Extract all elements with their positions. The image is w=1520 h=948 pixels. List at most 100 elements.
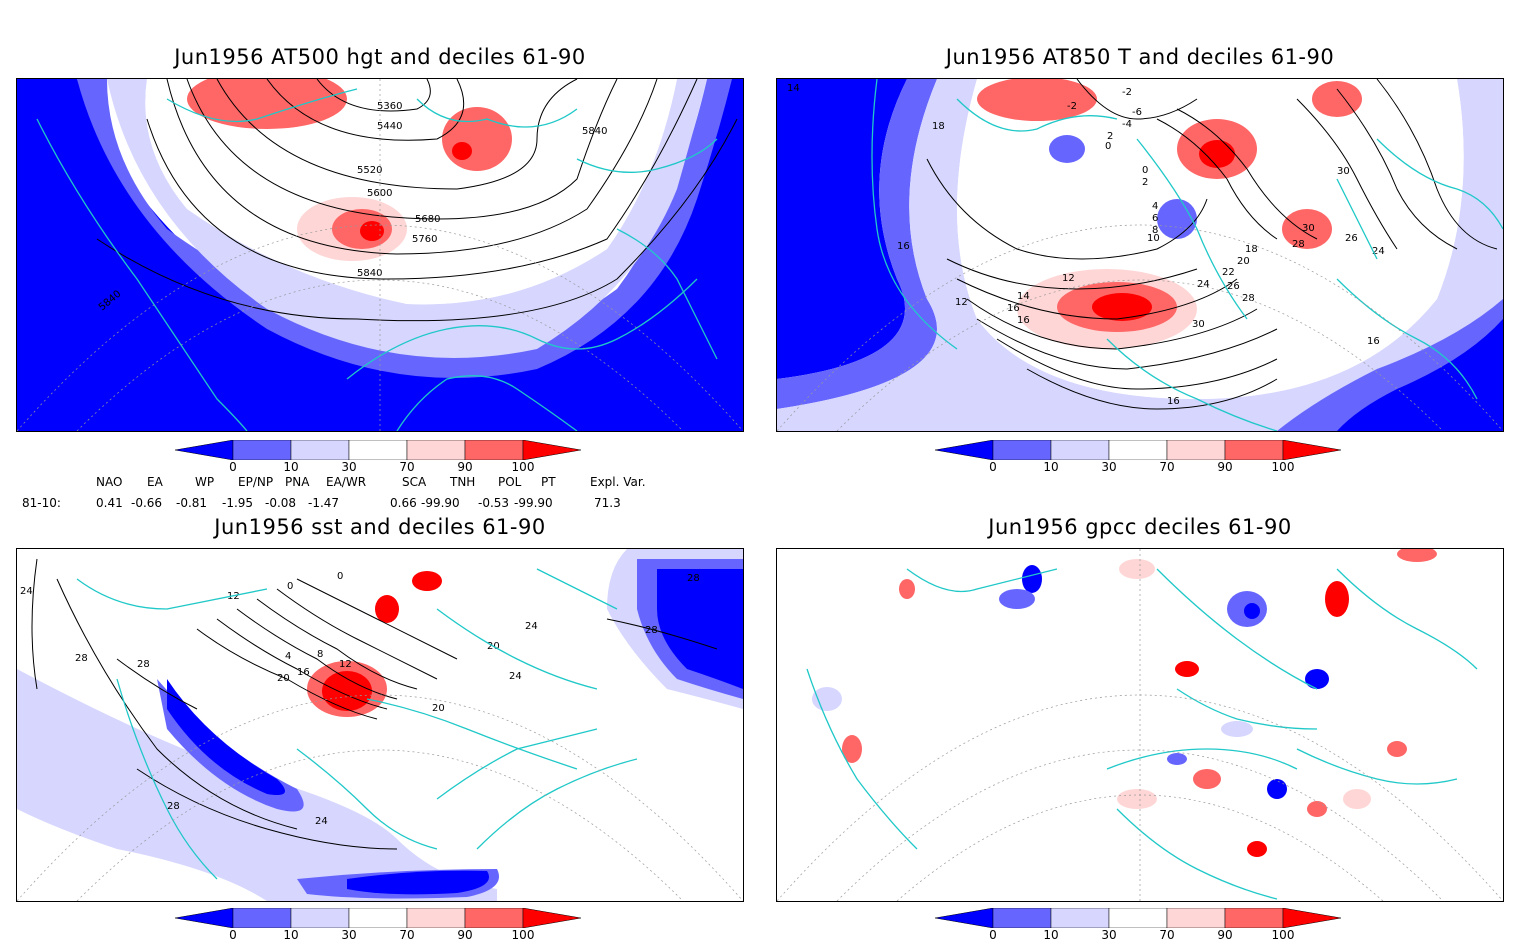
colorbar-t850-svg [934,439,1342,461]
contour-label: 16 [297,667,310,678]
colorbar-arrow-low [934,439,994,461]
colorbar-arrow-low [934,907,994,929]
contour-label: 28 [645,625,658,636]
teleconnection-value: 0.41 [96,496,123,510]
decile-high-3 [412,571,442,591]
contour-label: 20 [1237,256,1250,267]
decile-band-low [167,679,285,795]
map-gpcc-svg [777,549,1503,901]
colorbar-segment [1108,439,1168,461]
teleconnection-header: Expl. Var. [590,475,646,489]
teleconnection-value: -0.66 [131,496,163,510]
contour-label: -6 [1132,107,1142,118]
decile-low-10 [1049,135,1085,163]
contour-label: 0 [337,571,343,582]
teleconnection-header: PNA [285,475,310,489]
decile-band-light [107,79,707,358]
decile-low-9 [1157,199,1197,239]
colorbar-segment [232,439,292,461]
contour-label: 24 [509,671,522,682]
decile-high-4 [442,107,512,171]
contour-label: 24 [525,621,538,632]
teleconnection-value: -99.90 [514,496,553,510]
colorbar-segment [406,907,466,929]
contour-label: -2 [1067,101,1077,112]
contour-label: 4 [285,651,291,662]
decile-band-mid [777,79,937,409]
colorbar-arrow-low [174,907,234,929]
contour-label: 28 [137,659,150,670]
map-t850-svg: 14 18 16 -2 -6 -4 0 2 -2 0 2 4 6 8 10 12… [777,79,1503,431]
colorbar-tick: 0 [989,928,997,942]
contour-label: 26 [1345,233,1358,244]
colorbar-tick: 90 [457,928,473,942]
contour-label: 16 [1367,336,1380,347]
t850-contour-labels: 14 18 16 -2 -6 -4 0 2 -2 0 2 4 6 8 10 12… [787,83,1385,407]
contour-label: 5840 [582,126,607,137]
colorbar-segment [406,439,466,461]
teleconnection-table: NAO EA WP EP/NP PNA EA/WR SCA TNH POL PT… [0,475,760,515]
coastlines [871,79,1503,431]
contour-label: 5600 [367,188,392,199]
contour-label: -2 [1122,87,1132,98]
colorbar-tick: 30 [1101,928,1117,942]
colorbar-tick: 10 [283,928,299,942]
teleconnection-value: -0.81 [176,496,208,510]
decile-right-3 [657,569,743,689]
colorbar-segment [1224,439,1284,461]
teleconnection-header: WP [195,475,215,489]
colorbar-segment [1050,907,1110,929]
colorbar-sst: 0 10 30 70 90 100 [174,907,595,948]
sst-contours [31,558,718,850]
map-hgt: 5360 5440 5520 5600 5680 5760 5840 5840 … [16,78,744,432]
panel-title-sst: Jun1956 sst and deciles 61-90 [214,515,546,539]
teleconnection-header: NAO [96,475,123,489]
colorbar-tick: 90 [457,460,473,474]
contour-label: 30 [1192,319,1205,330]
contour-label: 22 [1222,267,1235,278]
teleconnection-header: EA [147,475,163,489]
teleconnection-header: EA/WR [326,475,367,489]
decile-high-8 [1312,81,1362,117]
decile-band-light [777,79,1503,431]
colorbar-t850: 0 10 30 70 90 100 [934,439,1355,480]
colorbar-segment [348,439,408,461]
contour-label: -4 [1122,119,1132,130]
contour-label: 18 [932,121,945,132]
sst-contour-labels: 24 28 12 0 0 4 8 12 16 20 24 28 28 20 20… [20,571,700,827]
colorbar-segment [290,439,350,461]
contour-label: 5520 [357,165,382,176]
colorbar-arrow-high [1282,907,1342,929]
contour-label: 5840 [357,268,382,279]
gpcc-patches [812,549,1437,857]
teleconnection-header: POL [498,475,522,489]
contour-label: 20 [432,703,445,714]
colorbar-tick: 0 [229,460,237,474]
hgt-contours [96,79,738,322]
teleconnection-header: TNH [450,475,476,489]
colorbar-hgt: 0 10 30 70 90 100 [174,439,595,480]
contour-label: 14 [787,83,800,94]
contour-label: 18 [1245,244,1258,255]
teleconnection-header: PT [541,475,556,489]
colorbar-gpcc-svg [934,907,1342,929]
map-t850: 14 18 16 -2 -6 -4 0 2 -2 0 2 4 6 8 10 12… [776,78,1504,432]
colorbar-segment [464,907,524,929]
teleconnection-value: 71.3 [594,496,621,510]
colorbar-segment [992,907,1052,929]
graticule [777,549,1503,901]
contour-label: 30 [1302,223,1315,234]
colorbar-tick: 70 [1159,928,1175,942]
colorbar-tick: 10 [283,460,299,474]
contour-label: 0 [1142,165,1148,176]
teleconnection-value: -99.90 [421,496,460,510]
colorbar-tick: 70 [1159,460,1175,474]
contour-label: 16 [1167,396,1180,407]
colorbar-tick: 90 [1217,460,1233,474]
contour-label: 14 [1017,291,1030,302]
contour-label: 12 [1062,273,1075,284]
contour-label: 6 [1152,213,1158,224]
contour-label: 4 [1152,201,1158,212]
colorbar-tick: 70 [399,460,415,474]
colorbar-hgt-svg [174,439,582,461]
